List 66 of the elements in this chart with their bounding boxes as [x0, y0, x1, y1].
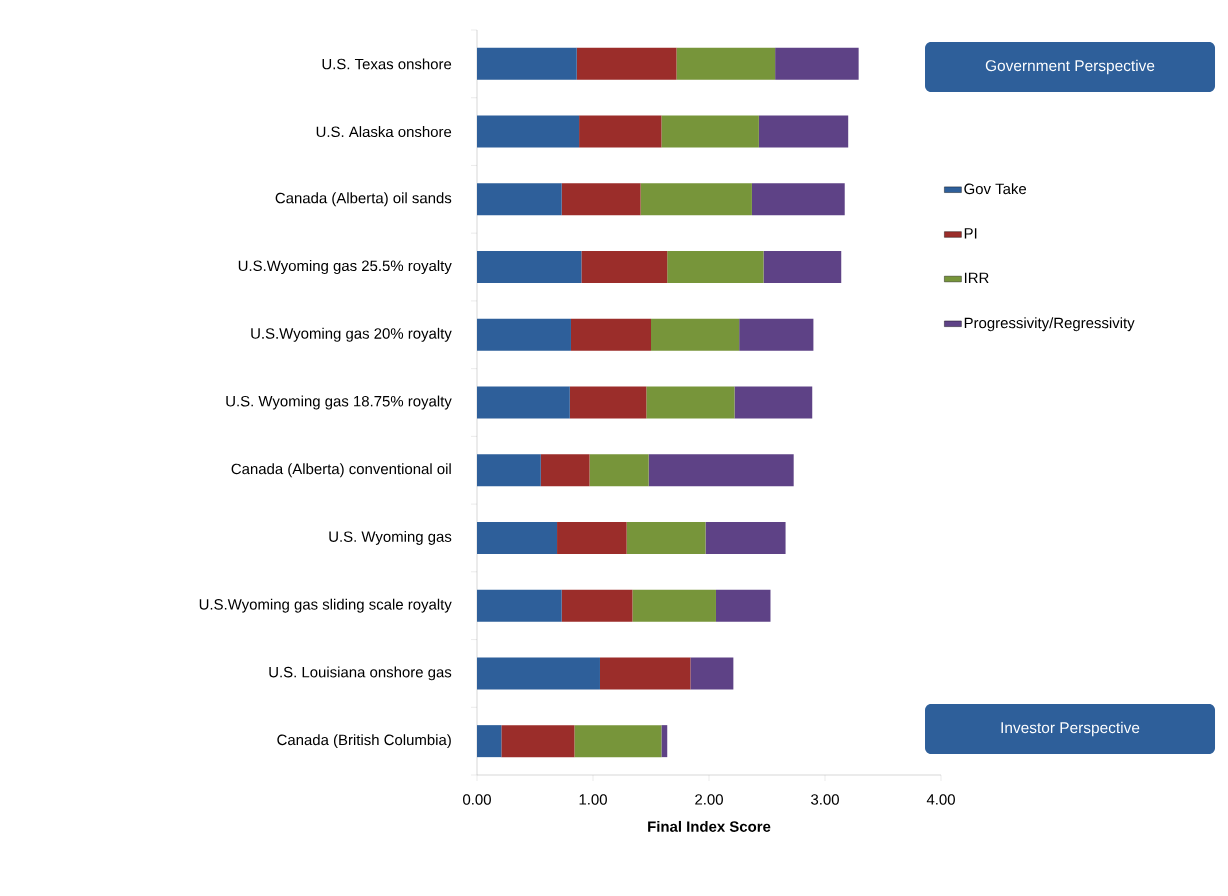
y-tick-label: U.S.Wyoming gas 25.5% royalty [238, 260, 452, 275]
bar [557, 521, 627, 554]
bar [570, 318, 651, 351]
bar [576, 47, 677, 80]
y-tick-label: Canada (Alberta) conventional oil [231, 463, 451, 478]
bar [648, 454, 794, 487]
bar [477, 183, 562, 216]
bar [763, 251, 842, 284]
bar [705, 521, 786, 554]
bar [589, 454, 649, 487]
bar [540, 454, 590, 487]
x-axis-title: Final Index Score [648, 820, 771, 832]
y-tick-label: U.S. Alaska onshore [316, 126, 452, 138]
bar [477, 115, 580, 148]
bar [599, 657, 691, 690]
bar [676, 47, 776, 80]
bar [574, 725, 662, 758]
y-tick-label: Canada (Alberta) oil sands [275, 192, 452, 207]
y-tick-label: U.S. Wyoming gas [329, 531, 452, 545]
bar [477, 251, 582, 284]
x-tick-label: 3.00 [811, 794, 839, 805]
bar [646, 386, 735, 419]
text: Investor Perspective [1001, 721, 1140, 737]
legend-label: IRR [964, 272, 989, 284]
bar [651, 318, 740, 351]
bar [477, 657, 600, 690]
y-tick-label: U.S. Texas onshore [322, 58, 452, 70]
y-tick-label: U.S.Wyoming gas sliding scale royalty [199, 598, 452, 613]
bar [477, 318, 571, 351]
bar [477, 47, 577, 80]
bar [477, 521, 558, 554]
y-tick-label: Canada (British Columbia) [277, 734, 451, 749]
bar [715, 589, 771, 622]
bar [626, 521, 706, 554]
bar [775, 47, 859, 80]
x-tick-label: 0.00 [463, 794, 491, 805]
bar [501, 725, 575, 758]
legend-label: PI [964, 228, 977, 239]
bar [751, 183, 845, 216]
bar [640, 183, 752, 216]
bar [667, 251, 764, 284]
bar [569, 386, 647, 419]
legend-label: Gov Take [964, 183, 1027, 195]
bar [477, 386, 570, 419]
bar [739, 318, 814, 351]
bar [579, 115, 662, 148]
bar [734, 386, 813, 419]
bar [477, 725, 502, 758]
bar [758, 115, 849, 148]
y-tick-label: U.S.Wyoming gas 20% royalty [251, 327, 452, 342]
bar [661, 115, 759, 148]
bar [690, 657, 734, 690]
text: Government Perspective [985, 59, 1155, 75]
y-tick-label: U.S. Louisiana onshore gas [269, 666, 452, 681]
bar [477, 454, 541, 487]
bar [661, 725, 668, 758]
x-tick-label: 4.00 [926, 794, 955, 805]
x-tick-label: 1.00 [579, 794, 607, 805]
bar [561, 589, 633, 622]
bar [561, 183, 641, 216]
x-tick-label: 2.00 [695, 794, 723, 805]
bar [477, 589, 562, 622]
bar [632, 589, 716, 622]
legend-label: Progressivity/Regressivity [964, 317, 1135, 332]
bar [581, 251, 668, 284]
y-tick-label: U.S. Wyoming gas 18.75% royalty [226, 395, 452, 410]
